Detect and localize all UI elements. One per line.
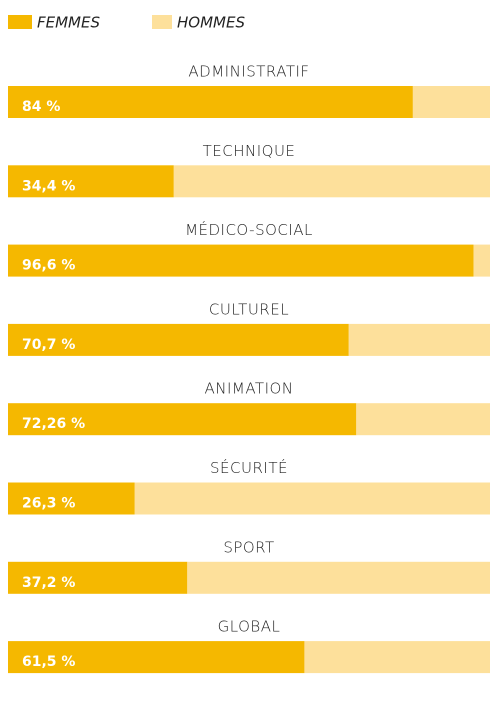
bar-segment xyxy=(8,165,174,198)
value-label: 37,2 % xyxy=(22,575,75,591)
bar-segment xyxy=(134,482,491,515)
bar-segment xyxy=(8,482,135,515)
bar-segment xyxy=(187,561,490,594)
bar-segment xyxy=(412,86,490,118)
value-label: 96,6 % xyxy=(22,258,75,274)
category-label: SÉCURITÉ xyxy=(210,458,288,477)
value-label: 72,26 % xyxy=(22,416,85,432)
bar-segment xyxy=(304,641,490,674)
legend-label: FEMMES xyxy=(37,14,100,32)
bar-segment xyxy=(8,403,357,436)
category-label: MÉDICO-SOCIAL xyxy=(185,220,313,239)
bar-segment xyxy=(8,561,188,594)
bar-segment xyxy=(473,244,490,277)
value-label: 70,7 % xyxy=(22,337,75,353)
category-label: ANIMATION xyxy=(204,380,293,398)
bar-segment xyxy=(8,641,305,674)
bar-segment xyxy=(356,403,490,436)
value-label: 26,3 % xyxy=(22,496,75,512)
legend-label: HOMMES xyxy=(177,14,245,32)
value-label: 84 % xyxy=(22,99,60,115)
bar-segment xyxy=(8,244,474,277)
category-label: SPORT xyxy=(223,538,274,556)
category-label: CULTUREL xyxy=(209,300,289,318)
value-label: 34,4 % xyxy=(22,178,75,194)
legend-swatch xyxy=(152,15,172,29)
value-label: 61,5 % xyxy=(22,654,75,670)
category-label: ADMINISTRATIF xyxy=(188,63,309,81)
bar-segment xyxy=(8,86,413,118)
category-label: TECHNIQUE xyxy=(203,142,296,160)
bar-segment xyxy=(173,165,491,198)
legend-swatch xyxy=(8,15,32,29)
category-label: GLOBAL xyxy=(218,618,281,636)
bar-segment xyxy=(8,323,349,356)
bar-segment xyxy=(348,323,490,356)
